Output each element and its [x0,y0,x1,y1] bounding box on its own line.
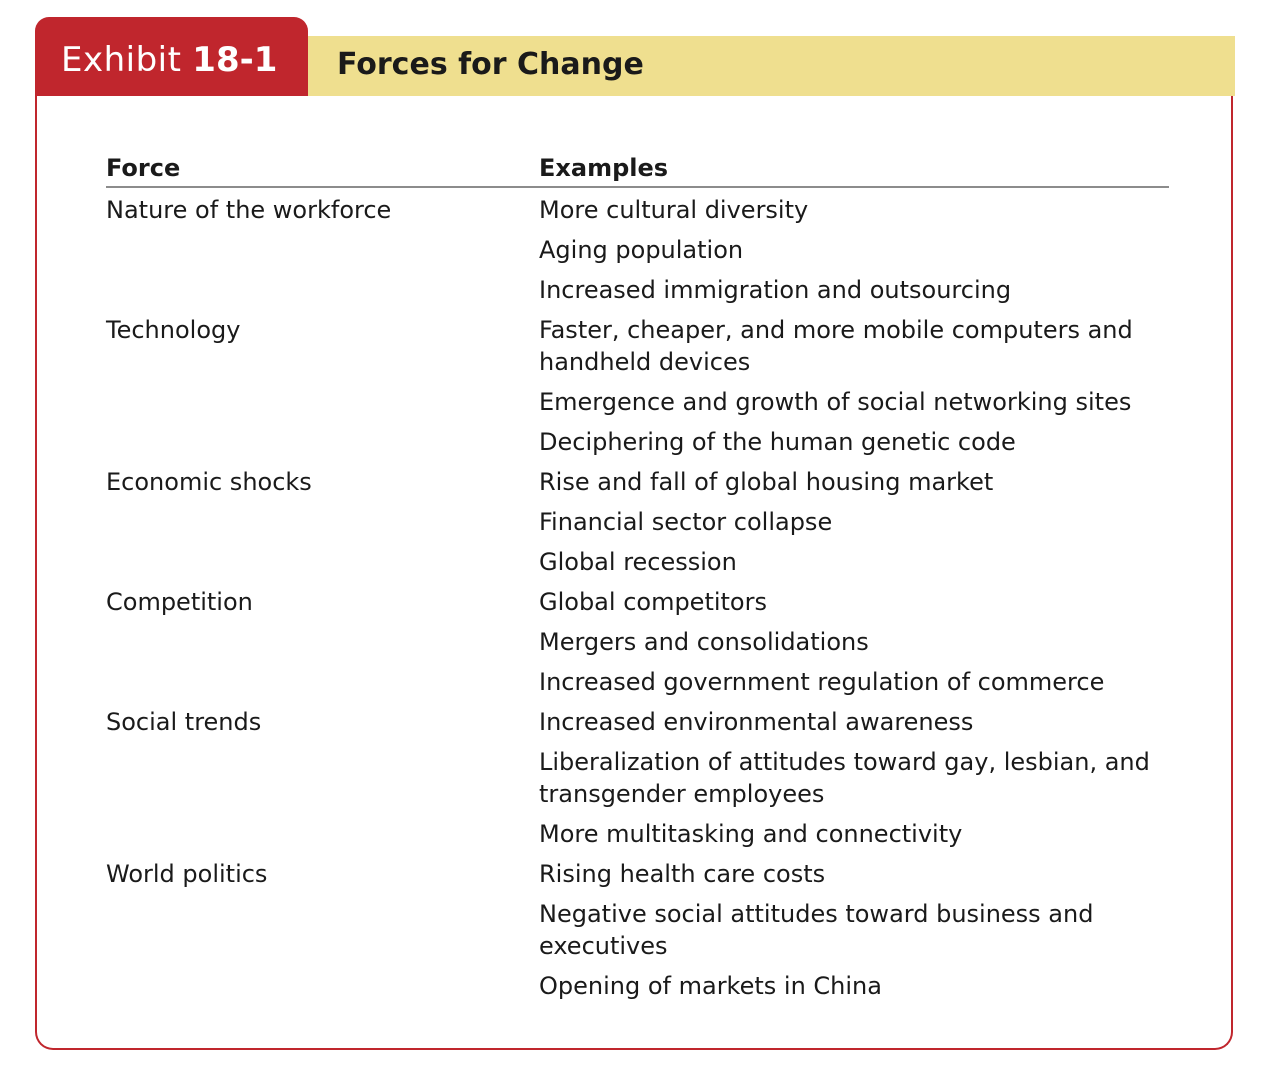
force-group: Technology Faster, cheaper, and more mob… [106,308,1169,460]
example-item: Global recession [539,548,737,576]
force-name: Nature of the workforce [106,196,392,224]
examples-list: Rise and fall of global housing market F… [539,460,1169,580]
example-item: Financial sector collapse [539,508,833,536]
example-item: Rising health care costs [539,860,826,888]
example-item: Negative social attitudes toward busines… [539,900,1094,960]
example-item: Aging population [539,236,744,264]
example-item: Global competitors [539,588,767,616]
forces-table: Force Examples Nature of the workforce M… [106,152,1169,1004]
example-item: Rise and fall of global housing market [539,468,994,496]
column-header-examples: Examples [539,154,669,182]
column-header-force: Force [106,154,181,182]
example-item: Faster, cheaper, and more mobile compute… [539,316,1133,376]
force-group: Nature of the workforce More cultural di… [106,188,1169,308]
exhibit-frame [35,94,1233,1050]
example-item: Opening of markets in China [539,972,882,1000]
examples-list: Faster, cheaper, and more mobile compute… [539,308,1169,460]
example-item: More cultural diversity [539,196,809,224]
force-group: World politics Rising health care costs … [106,852,1169,1004]
examples-list: Rising health care costs Negative social… [539,852,1169,1004]
exhibit-title: Forces for Change [337,47,644,82]
example-item: Liberalization of attitudes toward gay, … [539,748,1150,808]
examples-list: Global competitors Mergers and consolida… [539,580,1169,700]
force-name: Social trends [106,708,262,736]
force-name: Competition [106,588,253,616]
force-name: World politics [106,860,268,888]
example-item: More multitasking and connectivity [539,820,963,848]
example-item: Increased government regulation of comme… [539,668,1105,696]
examples-list: More cultural diversity Aging population… [539,188,1169,308]
example-item: Emergence and growth of social networkin… [539,388,1132,416]
force-group: Social trends Increased environmental aw… [106,700,1169,852]
header-band [305,36,1235,96]
force-group: Economic shocks Rise and fall of global … [106,460,1169,580]
example-item: Mergers and consolidations [539,628,869,656]
exhibit-tab: Exhibit 18-1 [35,17,308,96]
exhibit-number: 18-1 [192,40,278,80]
table-header-row: Force Examples [106,152,1169,188]
example-item: Increased environmental awareness [539,708,974,736]
force-name: Technology [106,316,241,344]
example-item: Increased immigration and outsourcing [539,276,1012,304]
force-group: Competition Global competitors Mergers a… [106,580,1169,700]
exhibit-label: Exhibit [61,40,182,80]
force-name: Economic shocks [106,468,312,496]
example-item: Deciphering of the human genetic code [539,428,1016,456]
examples-list: Increased environmental awareness Libera… [539,700,1169,852]
